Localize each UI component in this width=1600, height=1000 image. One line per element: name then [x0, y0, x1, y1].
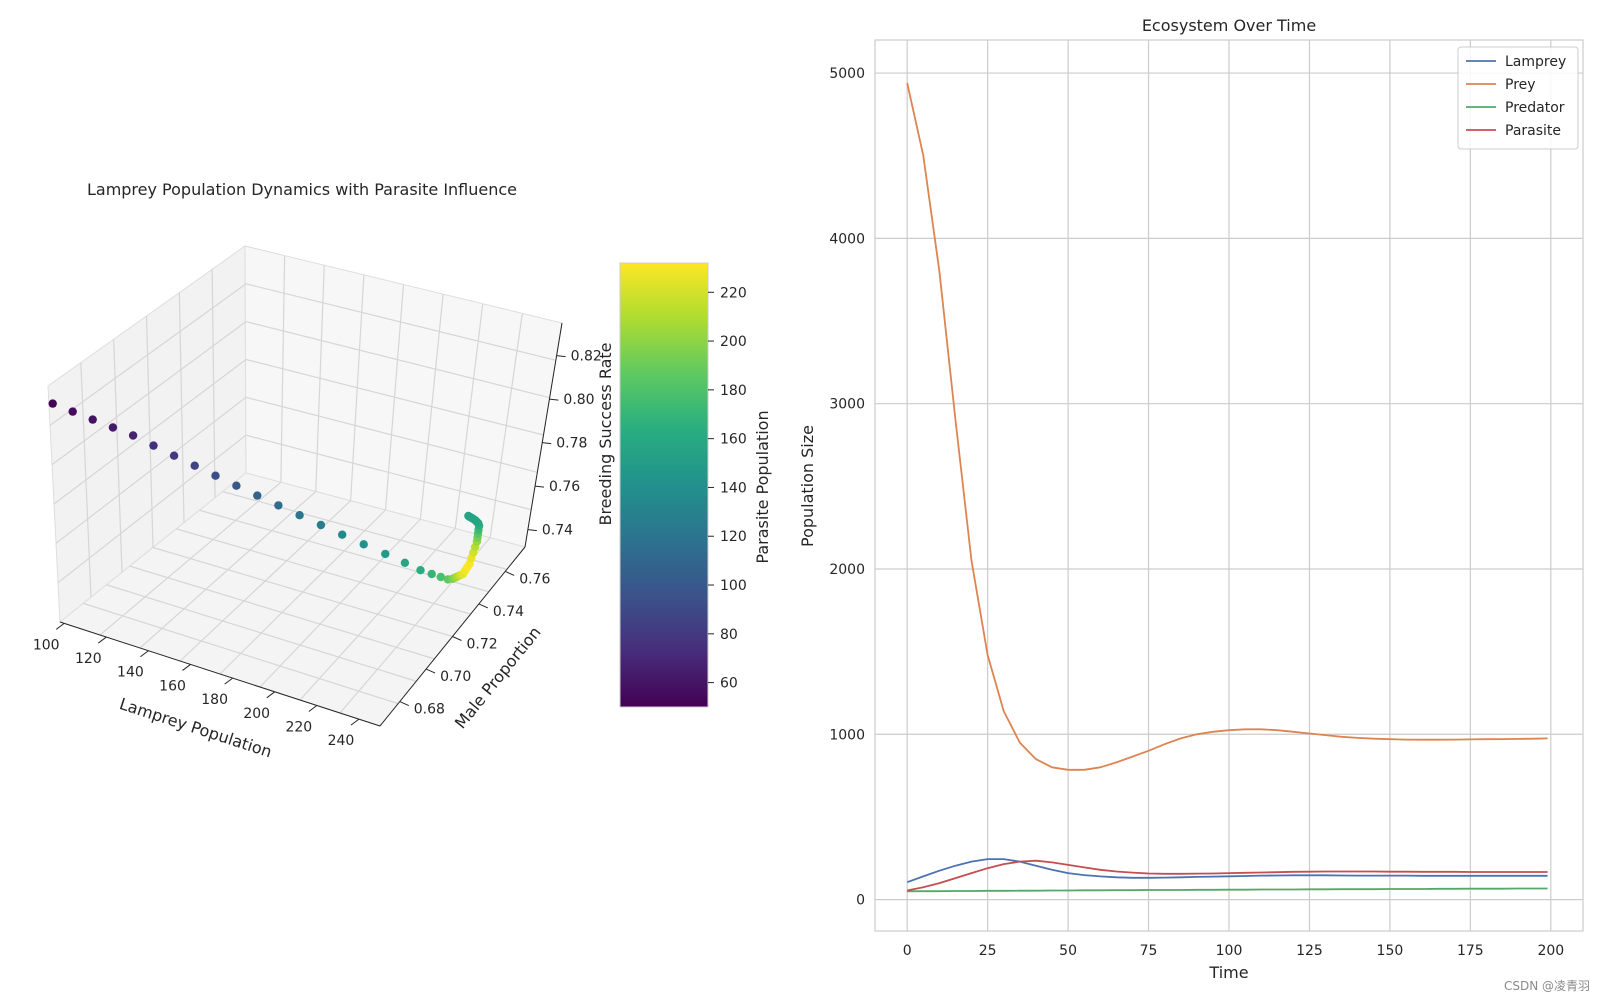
scatter-point	[274, 501, 283, 510]
line-chart: Ecosystem Over Time 0 25 50 75 100 125 150 175 2…	[798, 16, 1584, 982]
x-tick-label: 220	[285, 719, 312, 735]
x-tick-label: 180	[201, 692, 228, 708]
y-tick-label: 2000	[829, 562, 865, 578]
z-tick-label: 0.78	[556, 436, 587, 452]
line-chart-title: Ecosystem Over Time	[1142, 16, 1316, 35]
scatter-point	[427, 569, 436, 579]
x-tick-label: 120	[75, 651, 102, 667]
x-tick-label: 50	[1059, 943, 1077, 959]
y-tick-label: 0.70	[440, 669, 471, 685]
colorbar-tick-label: 140	[720, 480, 747, 496]
watermark: CSDN @凌青羽	[1503, 979, 1590, 993]
legend-label: Prey	[1505, 77, 1536, 93]
scatter-point	[48, 399, 57, 408]
y-tick-label: 0.74	[493, 604, 524, 620]
scatter-point	[359, 540, 368, 549]
colorbar-tick-label: 100	[720, 578, 747, 594]
scatter-point	[416, 566, 425, 575]
colorbar-tick-label: 120	[720, 529, 747, 545]
x-tick-label: 160	[159, 678, 186, 694]
scatter-point	[316, 520, 326, 530]
x-tick-label: 150	[1377, 943, 1404, 959]
x-tick-label: 100	[1216, 943, 1243, 959]
scatter-point	[68, 407, 77, 416]
colorbar-tick-label: 60	[720, 676, 738, 692]
legend: Lamprey Prey Predator Parasite	[1457, 46, 1579, 150]
y-tick-label: 1000	[829, 727, 865, 743]
series-line-lamprey	[906, 858, 1548, 884]
scatter-point	[400, 558, 410, 567]
scatter-points	[48, 399, 484, 584]
z-tick-label: 0.80	[563, 392, 594, 408]
x-axis-line	[59, 621, 381, 727]
line-y-axis-label: Population Size	[798, 425, 817, 547]
legend-label: Parasite	[1505, 123, 1561, 139]
x-tick-label: 100	[33, 637, 60, 653]
x-tick-label: 25	[979, 943, 997, 959]
series-line-prey	[906, 82, 1548, 771]
x-tick-label: 175	[1457, 943, 1484, 959]
colorbar-tick-label: 160	[720, 432, 747, 448]
x-axis-label: Lamprey Population	[117, 694, 274, 761]
scatter-point	[211, 471, 220, 480]
y-tick-label: 0.72	[467, 637, 498, 653]
scatter-point	[295, 511, 304, 520]
colorbar-tick-label: 180	[720, 383, 747, 399]
legend-label: Lamprey	[1505, 54, 1566, 70]
legend-label: Predator	[1505, 100, 1565, 116]
x-tick-label: 125	[1296, 943, 1323, 959]
z-tick-label: 0.82	[571, 349, 602, 365]
scatter-point	[436, 572, 445, 582]
scatter3d-title: Lamprey Population Dynamics with Parasit…	[87, 180, 517, 199]
scatter-point	[338, 530, 347, 539]
z-tick-label: 0.76	[549, 479, 580, 495]
colorbar-label: Parasite Population	[753, 410, 772, 563]
x-tick-label: 75	[1140, 943, 1158, 959]
y-tick-labels: 0 1000 2000 3000 4000 5000	[829, 66, 865, 909]
z-tick-label: 0.74	[542, 523, 573, 539]
colorbar	[619, 262, 709, 708]
colorbar-tick-label: 80	[720, 627, 738, 643]
series-lines	[906, 82, 1548, 893]
legend-box	[1457, 46, 1579, 150]
y-ticks: 0.68 0.70 0.72 0.74 0.76	[399, 570, 550, 718]
series-line-predator	[907, 887, 1548, 893]
scatter-point	[128, 431, 138, 440]
x-tick-label: 140	[117, 665, 144, 681]
y-tick-label: 0.76	[519, 571, 550, 587]
line-x-axis-label: Time	[1208, 963, 1248, 982]
y-tick-label: 4000	[829, 231, 865, 247]
scatter-point	[169, 451, 179, 460]
colorbar-tick-label: 220	[720, 285, 747, 301]
x-tick-label: 0	[903, 943, 912, 959]
y-tick-label: 0	[856, 893, 865, 909]
scatter-point	[232, 481, 241, 490]
z-ticks: 0.74 0.76 0.78 0.80 0.82	[527, 349, 602, 539]
y-tick-label: 3000	[829, 397, 865, 413]
z-axis-label: Breeding Success Rate	[596, 342, 615, 525]
x-ticks: 100 120 140 160 180 200 220 240	[33, 622, 360, 749]
colorbar-ticks: 60 80 100 120 140 160 180 200 220	[708, 285, 747, 692]
x-tick-label: 200	[1537, 943, 1564, 959]
scatter-point	[108, 423, 118, 432]
x-tick-label: 200	[243, 706, 270, 722]
scatter-point	[253, 491, 262, 500]
scatter-point	[464, 511, 473, 521]
scatter-point	[149, 441, 158, 450]
grid-lines	[875, 40, 1583, 931]
z-axis-line	[524, 322, 563, 548]
scatter-point	[88, 415, 97, 424]
scatter-point	[381, 549, 390, 559]
y-tick-label: 0.68	[414, 702, 445, 718]
scatter-point	[190, 461, 199, 470]
colorbar-tick-label: 200	[720, 334, 747, 350]
y-tick-label: 5000	[829, 66, 865, 82]
x-tick-label: 240	[328, 733, 355, 749]
series-line-parasite	[907, 859, 1548, 892]
scatter3d-chart: Lamprey Population Dynamics with Parasit…	[33, 180, 772, 761]
x-tick-labels: 0 25 50 75 100 125 150 175 200	[903, 943, 1564, 959]
